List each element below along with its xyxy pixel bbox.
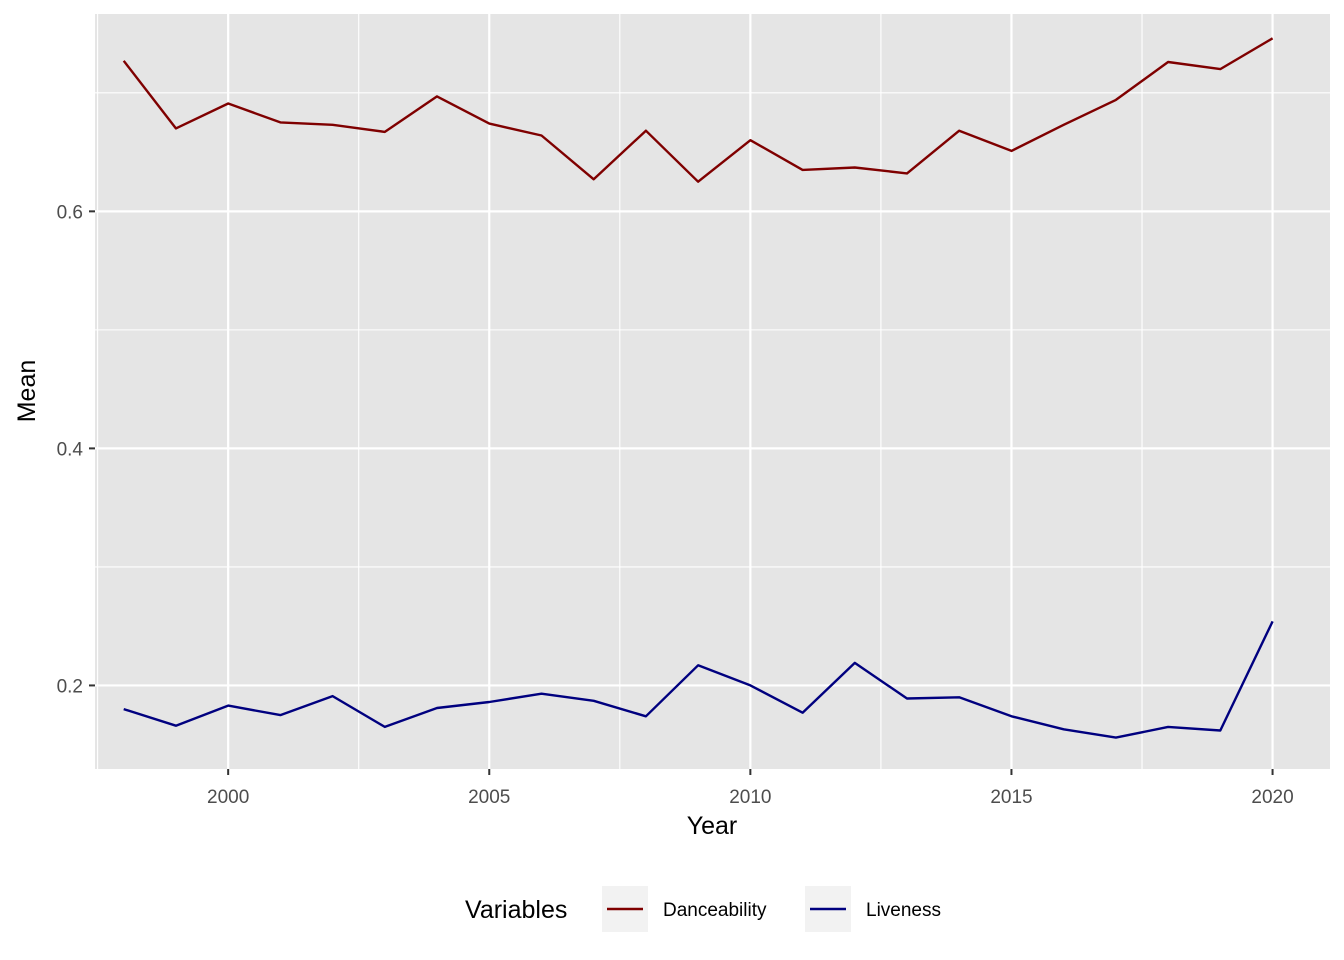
series-line-liveness xyxy=(123,620,1274,739)
legend-label-liveness: Liveness xyxy=(866,900,941,921)
legend-title: Variables xyxy=(465,896,567,924)
series-line-danceability xyxy=(122,37,1274,183)
y-axis-title: Mean xyxy=(13,360,41,423)
series-lines xyxy=(122,37,1274,739)
x-axis: 2000 2005 2010 2015 2020 xyxy=(207,769,1294,808)
y-tick-label: 0.2 xyxy=(57,676,83,697)
x-tick-label: 2015 xyxy=(990,787,1032,808)
x-tick-label: 2005 xyxy=(468,787,510,808)
x-tick-label: 2000 xyxy=(207,787,249,808)
x-axis-title: Year xyxy=(687,812,738,840)
y-tick-label: 0.6 xyxy=(57,202,83,223)
y-axis: 0.2 0.4 0.6 xyxy=(57,202,95,697)
y-tick-label: 0.4 xyxy=(57,439,84,460)
x-tick-label: 2010 xyxy=(729,787,771,808)
legend-label-danceability: Danceability xyxy=(663,900,767,921)
minor-gridlines xyxy=(95,14,1330,769)
plot-panel xyxy=(95,14,1330,769)
legend: Variables Danceability Liveness xyxy=(465,886,941,932)
x-tick-label: 2020 xyxy=(1251,787,1293,808)
